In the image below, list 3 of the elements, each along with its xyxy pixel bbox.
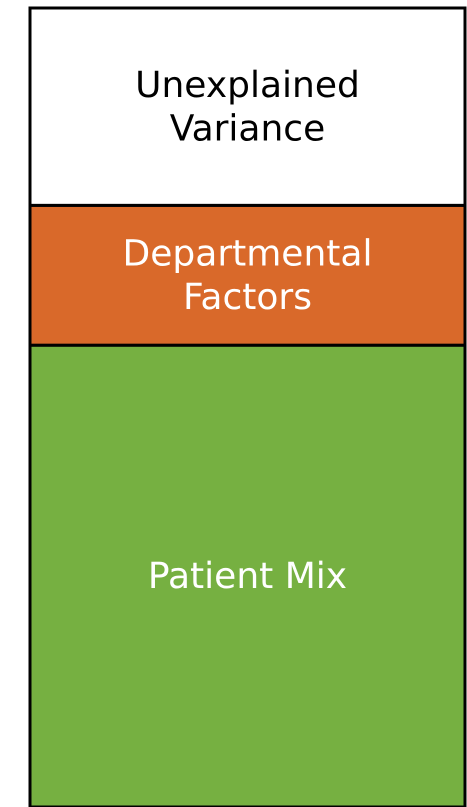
- series-label: Departmental Factors: [122, 233, 372, 318]
- series-label: Patient Mix: [148, 556, 348, 597]
- series-label: Unexplained Variance: [135, 64, 360, 149]
